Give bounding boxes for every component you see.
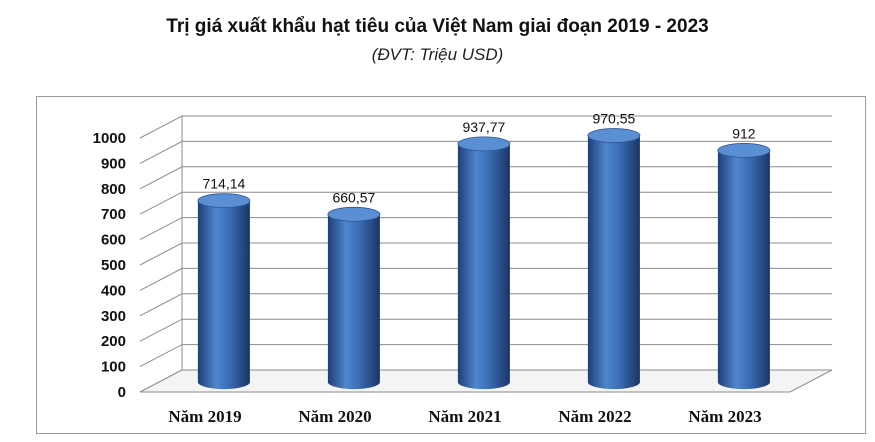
bar: [587, 135, 640, 390]
bar-cap: [197, 193, 251, 209]
x-tick-label: Năm 2023: [688, 407, 761, 426]
bar: [717, 150, 770, 390]
x-tick-label: Năm 2020: [298, 407, 371, 426]
y-tick-label: 600: [101, 232, 126, 249]
y-tick-label: 700: [101, 206, 126, 223]
x-tick-label: Năm 2022: [558, 407, 631, 426]
y-tick-label: 800: [101, 181, 126, 198]
data-labels: 714,14 660,57 937,77 970,55 912: [202, 111, 755, 206]
data-label: 937,77: [462, 119, 505, 135]
y-axis: 0 100 200 300 400 500 600 700 800 900 1000: [93, 130, 126, 401]
y-tick-label: 400: [101, 282, 126, 299]
chart-title: Trị giá xuất khẩu hạt tiêu của Việt Nam …: [166, 16, 709, 37]
data-label: 660,57: [332, 189, 375, 205]
bar-cap: [327, 206, 381, 222]
data-label: 912: [732, 125, 756, 141]
y-tick-label: 900: [101, 155, 126, 172]
bar: [197, 200, 250, 390]
bar-cap: [717, 143, 771, 158]
bar-cap: [587, 128, 641, 143]
bar: [457, 143, 510, 390]
chart-subtitle: (ĐVT: Triệu USD): [371, 45, 504, 64]
bar-cap: [457, 136, 511, 152]
x-tick-label: Năm 2019: [168, 407, 241, 426]
bars: [197, 128, 771, 390]
y-tick-label: 1000: [93, 130, 126, 147]
y-tick-label: 100: [101, 359, 126, 376]
y-tick-label: 300: [101, 308, 126, 325]
data-label: 970,55: [592, 111, 635, 127]
y-tick-label: 500: [101, 257, 126, 274]
y-tick-label: 200: [101, 333, 126, 350]
bar: [327, 214, 380, 390]
x-axis: Năm 2019 Năm 2020 Năm 2021 Năm 2022 Năm 2023: [168, 407, 761, 426]
x-tick-label: Năm 2021: [428, 407, 501, 426]
y-tick-label: 0: [118, 384, 126, 401]
data-label: 714,14: [202, 176, 245, 192]
